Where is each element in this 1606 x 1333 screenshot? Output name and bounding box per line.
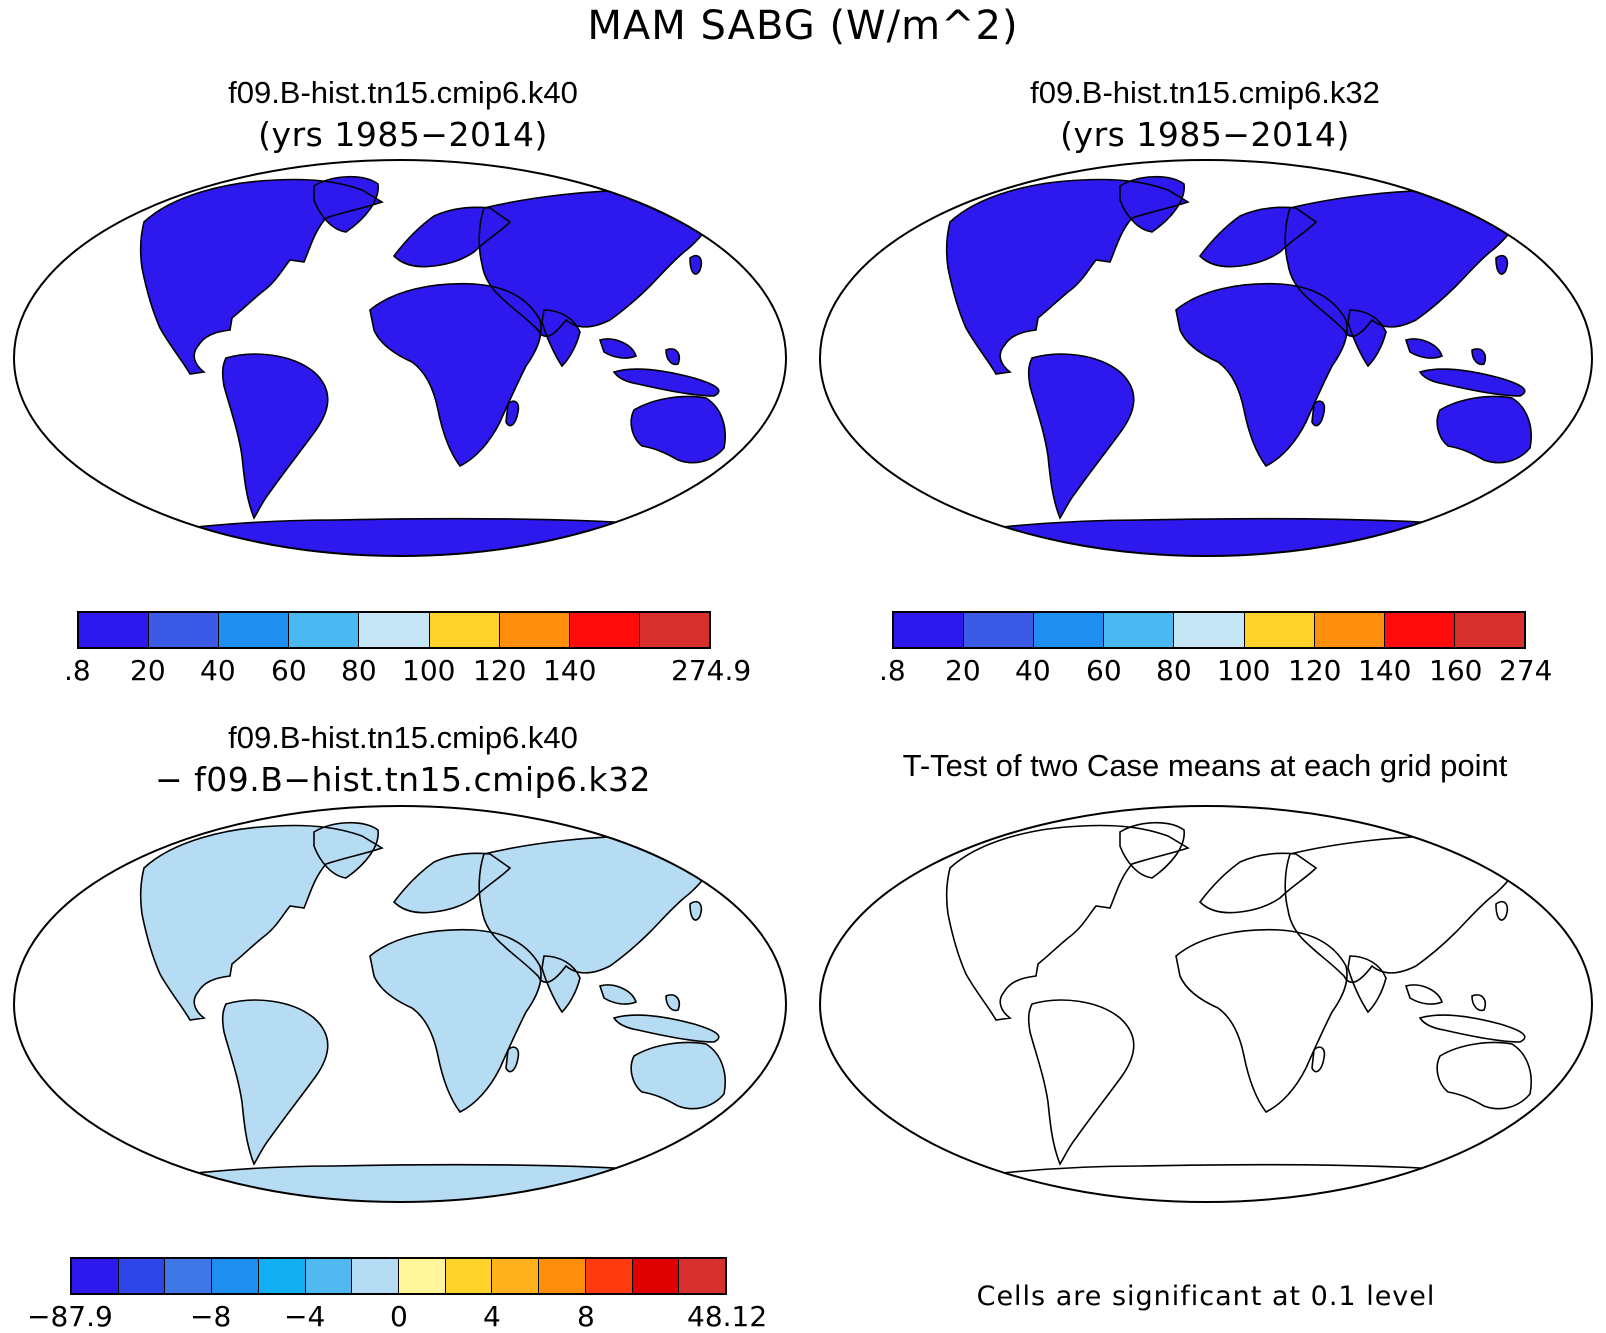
colorbar-tick-label: 40 — [1015, 654, 1051, 687]
colorbar-tick-label: 100 — [1217, 654, 1271, 687]
colorbar-swatch — [639, 613, 709, 647]
colorbar-swatch — [632, 1259, 680, 1293]
panel-3-subtitle: − f09.B−hist.tn15.cmip6.k32 — [154, 760, 652, 799]
colorbar-tick-label: 80 — [1156, 654, 1192, 687]
colorbar-tick-label: 274.9 — [671, 654, 752, 687]
colorbar-swatch — [258, 1259, 306, 1293]
colorbar-tick-label: 100 — [402, 654, 456, 687]
panel-3-title: f09.B-hist.tn15.cmip6.k40 — [228, 720, 578, 755]
colorbar-tick-label: 48.12 — [687, 1300, 768, 1333]
colorbar-swatch — [1314, 613, 1385, 647]
colorbar-tick-label: 80 — [341, 654, 377, 687]
figure-title: MAM SABG (W/m^2) — [587, 3, 1019, 49]
colorbar-swatch — [539, 1259, 586, 1293]
panel-2-map — [819, 159, 1593, 557]
colorbar-swatch — [499, 613, 570, 647]
colorbar-tick-label: 20 — [945, 654, 981, 687]
panel-4-map — [819, 805, 1593, 1203]
colorbar-tick-label: 120 — [473, 654, 527, 687]
colorbar-swatch — [1104, 613, 1175, 647]
colorbar-tick-label: −8 — [190, 1300, 232, 1333]
panel-1-subtitle: (yrs 1985−2014) — [258, 115, 548, 154]
colorbar-tick-label: 274 — [1499, 654, 1553, 687]
colorbar-swatch — [585, 1259, 633, 1293]
colorbar-tick-label: −4 — [284, 1300, 326, 1333]
colorbar-swatch — [118, 1259, 166, 1293]
colorbar-swatch — [964, 613, 1035, 647]
panel-1-map — [13, 159, 787, 557]
colorbar-swatch — [679, 1259, 726, 1293]
colorbar-tick-label: 140 — [1358, 654, 1412, 687]
colorbar-swatch — [165, 1259, 213, 1293]
colorbar-tick-label: 40 — [200, 654, 236, 687]
colorbar-swatch — [359, 613, 430, 647]
colorbar-swatch — [894, 613, 965, 647]
colorbar-swatch — [305, 1259, 353, 1293]
colorbar-swatch — [492, 1259, 540, 1293]
colorbar-swatch — [1244, 613, 1315, 647]
colorbar-tick-label: .8 — [64, 654, 91, 687]
colorbar-swatch — [79, 613, 150, 647]
colorbar-tick-label: 160 — [1429, 654, 1483, 687]
colorbar-swatch — [352, 1259, 400, 1293]
colorbar-swatch — [289, 613, 360, 647]
colorbar-swatch — [445, 1259, 493, 1293]
panel-4-title: T-Test of two Case means at each grid po… — [902, 748, 1508, 783]
panel-1-title: f09.B-hist.tn15.cmip6.k40 — [228, 75, 578, 110]
colorbar-panel-1 — [77, 611, 711, 649]
colorbar-swatch — [399, 1259, 446, 1293]
colorbar-panel-3 — [70, 1257, 727, 1295]
colorbar-swatch — [1174, 613, 1245, 647]
colorbar-tick-label: 4 — [483, 1300, 501, 1333]
colorbar-swatch — [72, 1259, 119, 1293]
colorbar-tick-label: 0 — [390, 1300, 408, 1333]
colorbar-swatch — [429, 613, 500, 647]
colorbar-tick-label: −87.9 — [27, 1300, 113, 1333]
colorbar-swatch — [1384, 613, 1455, 647]
panel-3-map — [13, 805, 787, 1203]
colorbar-swatch — [219, 613, 290, 647]
colorbar-tick-label: 20 — [130, 654, 166, 687]
colorbar-swatch — [1454, 613, 1524, 647]
colorbar-panel-2 — [892, 611, 1526, 649]
colorbar-swatch — [212, 1259, 259, 1293]
panel-2-subtitle: (yrs 1985−2014) — [1060, 115, 1350, 154]
colorbar-tick-label: 140 — [543, 654, 597, 687]
colorbar-tick-label: .8 — [879, 654, 906, 687]
colorbar-swatch — [1034, 613, 1105, 647]
colorbar-swatch — [569, 613, 640, 647]
colorbar-tick-label: 120 — [1288, 654, 1342, 687]
colorbar-swatch — [149, 613, 220, 647]
colorbar-tick-label: 60 — [271, 654, 307, 687]
colorbar-tick-label: 60 — [1086, 654, 1122, 687]
panel-2-title: f09.B-hist.tn15.cmip6.k32 — [1030, 75, 1380, 110]
significance-note: Cells are significant at 0.1 level — [976, 1281, 1436, 1312]
colorbar-tick-label: 8 — [577, 1300, 595, 1333]
